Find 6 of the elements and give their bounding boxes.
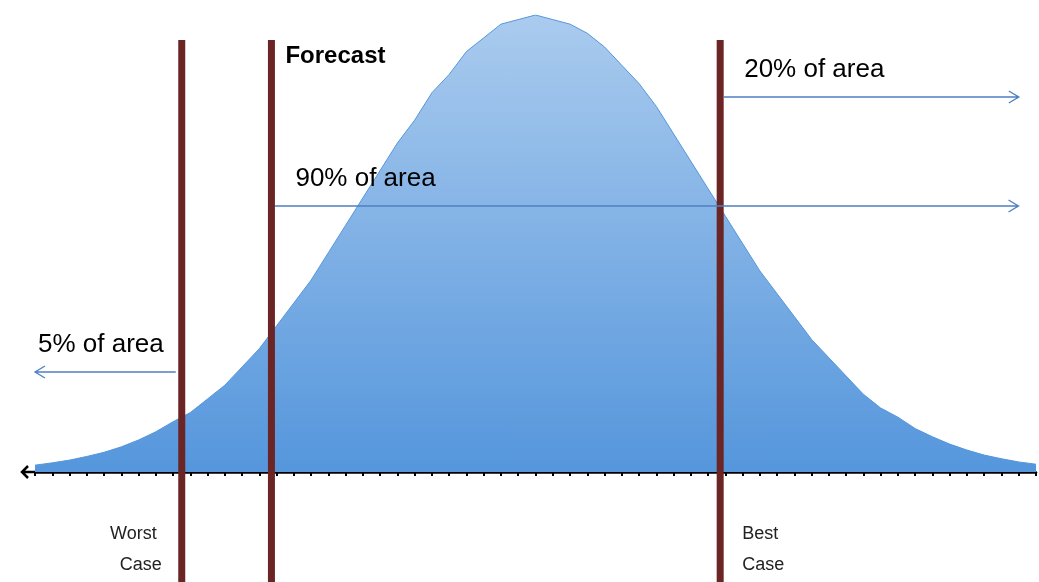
text: Best Case	[742, 522, 785, 574]
annotation: 20% of area	[744, 53, 885, 83]
text: Forecast	[285, 40, 386, 68]
annotation: 5% of area	[38, 328, 165, 359]
annotation: 90% of area	[295, 161, 437, 192]
text: Worst Case	[110, 522, 162, 574]
